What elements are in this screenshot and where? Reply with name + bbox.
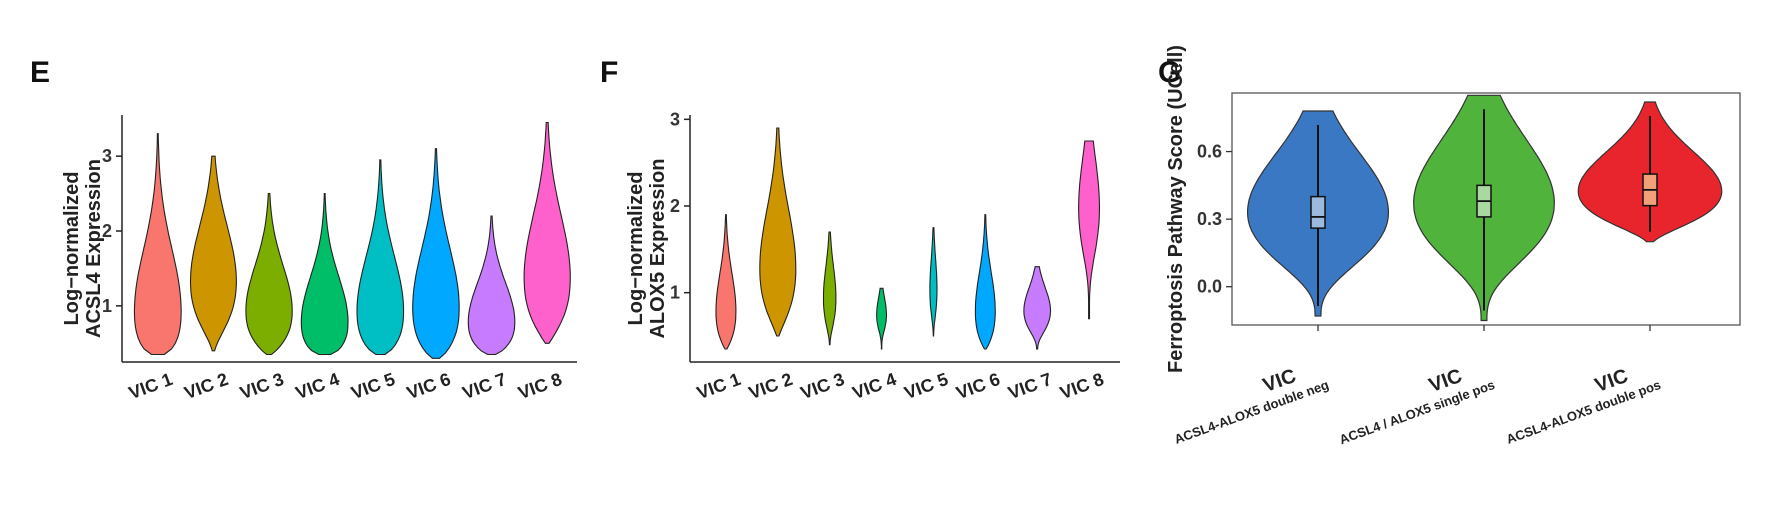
panel-e-ylabel-line1: Log−normalized (61, 172, 83, 326)
panel-g-ytick-label: 0.0 (1197, 277, 1222, 297)
panel-e-category-label: VIC 5 (349, 369, 398, 403)
panel-f-category-label: VIC 7 (1005, 369, 1054, 403)
panel-g-letter: G (1158, 56, 1181, 89)
panel-f-violin (822, 231, 837, 346)
panel-e-violin (412, 148, 460, 359)
panel-e-ylabel-line2: ACSL4 Expression (83, 159, 105, 338)
panel-f-ylabel-line1: Log−normalized (625, 172, 647, 326)
panel-e-violin (356, 159, 405, 356)
panel-g: G Ferroptosis Pathway Score (UCell) 0.0 0… (1158, 45, 1741, 447)
panel-e-ytick-label: 2 (102, 221, 112, 241)
panel-f-category-label: VIC 2 (746, 369, 795, 403)
panel-e-violin (467, 215, 516, 356)
panel-f-violin (974, 214, 996, 350)
panel-g-category-sub: ACSL4 / ALOX5 single pos (1337, 377, 1496, 447)
panel-e-category-label: VIC 4 (293, 369, 342, 403)
panel-g-frame (1231, 92, 1741, 326)
panel-f-ytick-label: 3 (670, 109, 680, 129)
panel-e-category-label: VIC 6 (404, 369, 453, 403)
panel-g-box (1310, 195, 1326, 229)
panel-f-violin (876, 287, 888, 350)
panel-e-letter: E (30, 56, 50, 89)
panel-f-category-label: VIC 5 (902, 369, 951, 403)
panel-g-ytick-label: 0.6 (1197, 142, 1222, 162)
panel-g-ylabel: Ferroptosis Pathway Score (UCell) (1165, 45, 1187, 373)
panel-e-violin (245, 193, 293, 356)
panel-f-category-label: VIC 4 (850, 369, 899, 403)
panel-g-category-sub: ACSL4-ALOX5 double pos (1504, 377, 1663, 447)
panel-e: E Log−normalized ACSL4 Expression 1 2 3 VI… (30, 56, 577, 403)
panel-e-category-label: VIC 8 (515, 369, 564, 403)
panel-e-ytick-label: 3 (102, 146, 112, 166)
panel-f-ytick-label: 1 (670, 283, 680, 303)
panel-e-category-label: VIC 1 (126, 369, 175, 403)
panel-f-ytick-label: 2 (670, 196, 680, 216)
panel-f-ylabel-line2: ALOX5 Expression (647, 158, 669, 338)
panel-e-ytick-label: 1 (102, 296, 112, 316)
panel-e-violin (523, 121, 571, 344)
panel-e-violin (133, 133, 182, 356)
panel-e-category-label: VIC 7 (460, 369, 509, 403)
panel-f-letter: F (600, 56, 618, 89)
panel-f-category-label: VIC 6 (954, 369, 1003, 403)
panel-f-violin (715, 214, 737, 350)
panel-e-category-label: VIC 2 (182, 369, 231, 403)
panel-e-category-label: VIC 3 (237, 369, 286, 403)
panel-f-violin (929, 227, 938, 337)
panel-f-violin (1023, 266, 1052, 350)
panel-f: F Log−normalized ALOX5 Expression 1 2 3 VI… (600, 56, 1120, 403)
panel-g-category-sub: ACSL4-ALOX5 double neg (1172, 377, 1331, 447)
panel-e-violin (189, 155, 237, 352)
panel-f-category-label: VIC 3 (798, 369, 847, 403)
panel-f-violin (759, 127, 797, 337)
panel-f-violin (1078, 140, 1101, 320)
panel-f-category-label: VIC 1 (694, 369, 743, 403)
panel-f-category-label: VIC 8 (1057, 369, 1106, 403)
panel-g-ytick-label: 0.3 (1197, 209, 1222, 229)
panel-e-violin (300, 193, 349, 356)
